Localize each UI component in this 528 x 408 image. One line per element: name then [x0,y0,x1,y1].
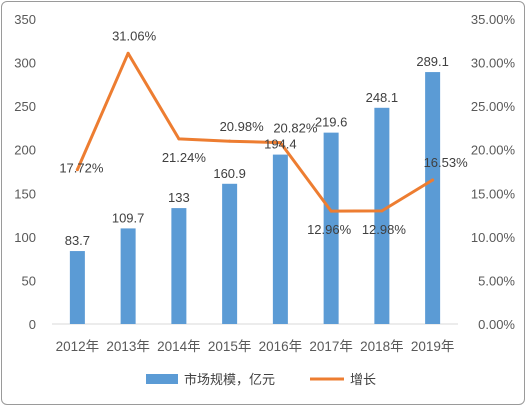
x-tick-label: 2014年 [157,339,201,354]
legend-label-bar: 市场规模，亿元 [184,372,275,388]
growth-value-label: 31.06% [112,28,157,43]
bar-value-label: 194.4 [264,137,297,152]
bar [425,72,441,324]
bar-value-label: 160.9 [213,166,246,181]
y-right-tick-label: 0.00% [478,317,515,332]
growth-value-label: 17.72% [59,161,104,176]
growth-value-label: 16.53% [424,155,469,170]
legend-label-line: 增长 [350,373,376,388]
bar [120,228,136,324]
bar-value-label: 133 [168,190,190,205]
bar-value-label: 248.1 [366,90,399,105]
bar-value-label: 83.7 [65,233,90,248]
y-right-tick-label: 10.00% [471,230,516,245]
bar [374,107,390,324]
y-left-tick-label: 0 [29,317,36,332]
y-left-tick-label: 50 [22,273,36,288]
bar-value-label: 289.1 [416,54,449,69]
y-right-tick-label: 20.00% [471,143,516,158]
y-right-tick-label: 5.00% [478,273,515,288]
y-left-tick-label: 200 [14,143,36,158]
growth-point [380,209,384,213]
x-tick-label: 2018年 [360,339,404,354]
y-left-tick-label: 300 [14,56,36,71]
growth-point [329,209,333,213]
bar [69,251,85,324]
growth-point [228,139,232,143]
growth-point [177,137,181,141]
y-left-tick-label: 100 [14,230,36,245]
growth-value-label: 20.98% [220,119,265,134]
growth-value-label: 12.98% [362,222,407,237]
growth-value-label: 21.24% [162,150,207,165]
x-tick-label: 2019年 [411,339,455,354]
growth-point [126,51,130,55]
growth-line [75,51,435,213]
y-right-tick-label: 15.00% [471,186,516,201]
growth-value-label: 12.96% [307,222,352,237]
bar [272,154,288,324]
y-right-tick-label: 30.00% [471,56,516,71]
x-tick-label: 2015年 [208,339,252,354]
bar [222,183,238,324]
y-right-tick-label: 35.00% [471,12,516,27]
bar-value-label: 219.6 [315,115,348,130]
bar [171,208,187,324]
growth-value-label: 20.82% [273,121,318,136]
growth-point [431,178,435,182]
y-right-tick-label: 25.00% [471,99,516,114]
y-left-tick-label: 150 [14,186,36,201]
x-tick-label: 2012年 [56,339,100,354]
y-left-tick-label: 250 [14,99,36,114]
bar-value-label: 109.7 [112,210,145,225]
bar [323,132,339,324]
x-tick-label: 2017年 [309,339,353,354]
x-tick-label: 2013年 [106,339,150,354]
growth-point [278,141,282,145]
x-tick-label: 2016年 [259,339,303,354]
legend-swatch-bar [146,374,178,384]
growth-point [75,168,79,172]
y-left-tick-label: 350 [14,12,36,27]
